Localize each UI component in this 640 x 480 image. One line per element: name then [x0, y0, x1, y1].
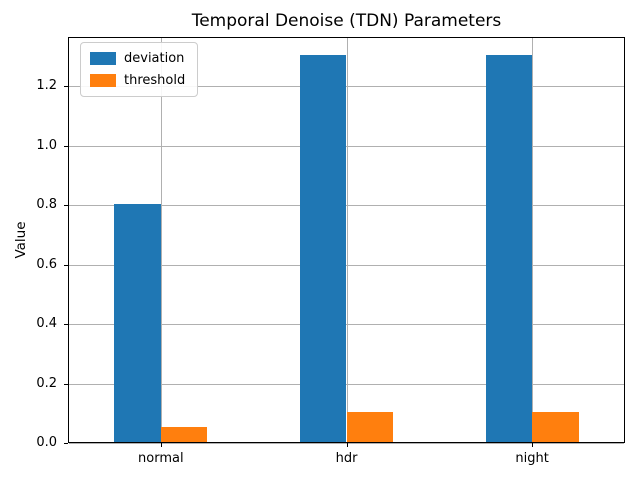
legend-label-deviation: deviation	[124, 51, 185, 66]
y-tick-mark	[64, 205, 68, 207]
y-tick-label: 1.2	[36, 78, 57, 94]
y-tick-mark	[64, 324, 68, 326]
y-tick-mark	[64, 86, 68, 88]
x-tick-label: normal	[138, 451, 184, 466]
gridline-vertical	[346, 38, 348, 442]
gridline-vertical	[160, 38, 162, 442]
bar-threshold-normal	[160, 427, 208, 442]
bar-deviation-night	[485, 55, 533, 442]
legend-label-threshold: threshold	[124, 73, 186, 88]
gridline-vertical	[532, 38, 534, 442]
legend-item-threshold: threshold	[90, 73, 185, 88]
bar-threshold-night	[532, 412, 579, 442]
y-tick-mark	[64, 443, 68, 444]
y-tick-label: 1.0	[36, 137, 57, 153]
y-axis-label: Value	[13, 221, 29, 259]
legend-item-deviation: deviation	[90, 51, 185, 66]
x-tick-mark	[532, 443, 534, 447]
x-tick-label: hdr	[335, 451, 358, 466]
y-tick-label: 0.4	[36, 316, 57, 332]
y-tick-mark	[64, 383, 68, 385]
x-tick-label: night	[515, 451, 549, 466]
bar-threshold-hdr	[346, 412, 393, 442]
bar-deviation-hdr	[300, 55, 347, 442]
x-tick-mark	[346, 443, 348, 447]
y-tick-label: 0.0	[36, 435, 57, 450]
legend-swatch-threshold	[90, 74, 116, 87]
y-tick-label: 0.8	[36, 197, 57, 213]
bar-deviation-normal	[114, 204, 161, 442]
y-tick-label: 0.6	[36, 256, 57, 272]
y-tick-label: 0.2	[36, 375, 57, 391]
x-tick-mark	[160, 443, 162, 447]
y-tick-mark	[64, 145, 68, 147]
legend: deviation threshold	[80, 42, 199, 97]
legend-swatch-deviation	[90, 52, 116, 65]
plot-area	[68, 37, 625, 444]
chart-title: Temporal Denoise (TDN) Parameters	[191, 11, 502, 31]
y-tick-mark	[64, 264, 68, 266]
